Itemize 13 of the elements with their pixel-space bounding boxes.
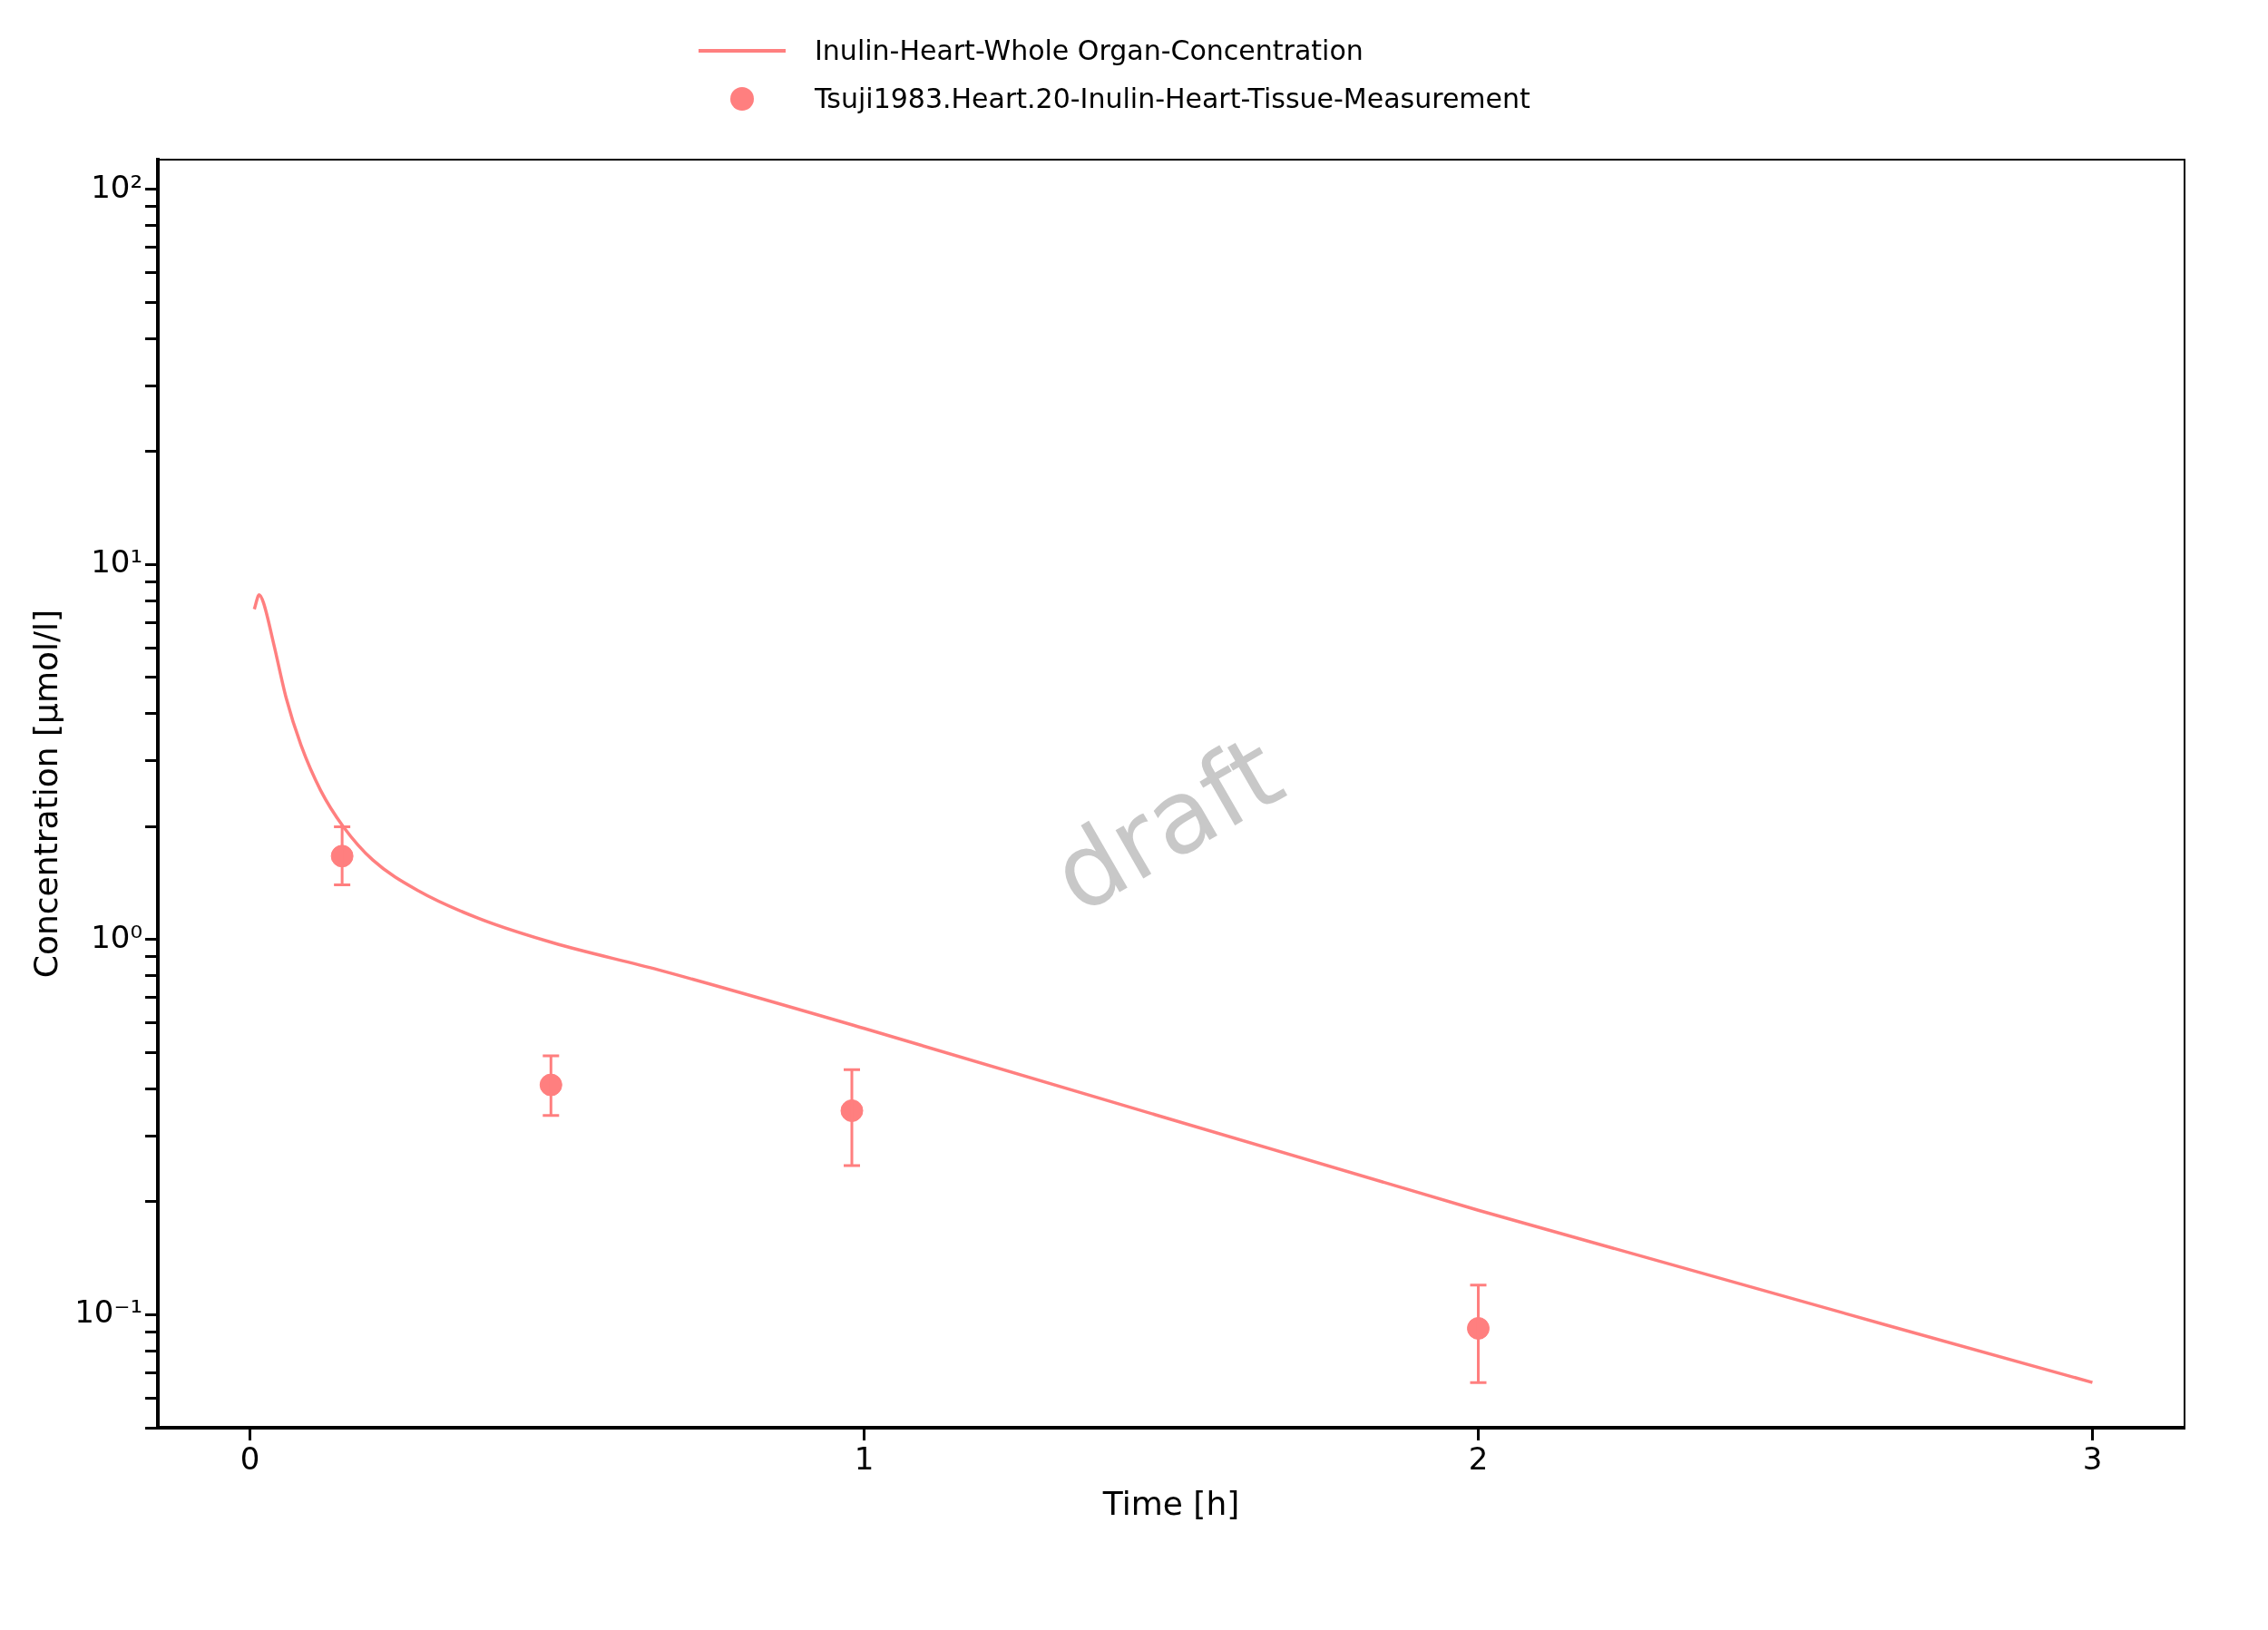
- y-axis-title: Concentration [µmol/l]: [26, 609, 64, 979]
- line-series: [252, 593, 2095, 1384]
- y-tick-label: 10⁻¹: [74, 1293, 143, 1331]
- x-tick-label: 3: [2082, 1440, 2103, 1478]
- x-tick-label: 0: [240, 1440, 260, 1478]
- legend-label: Inulin-Heart-Whole Organ-Concentration: [815, 34, 1364, 66]
- x-tick-label: 2: [1468, 1440, 1489, 1478]
- y-tick-label: 10⁰: [91, 918, 143, 955]
- y-tick-label: 10¹: [91, 543, 143, 581]
- legend-label: Tsuji1983.Heart.20-Inulin-Heart-Tissue-Measurement: [815, 83, 1530, 114]
- x-tick-label: 1: [854, 1440, 875, 1478]
- y-tick-label: 10²: [91, 168, 143, 205]
- x-axis-title: Time [h]: [1101, 1484, 1240, 1522]
